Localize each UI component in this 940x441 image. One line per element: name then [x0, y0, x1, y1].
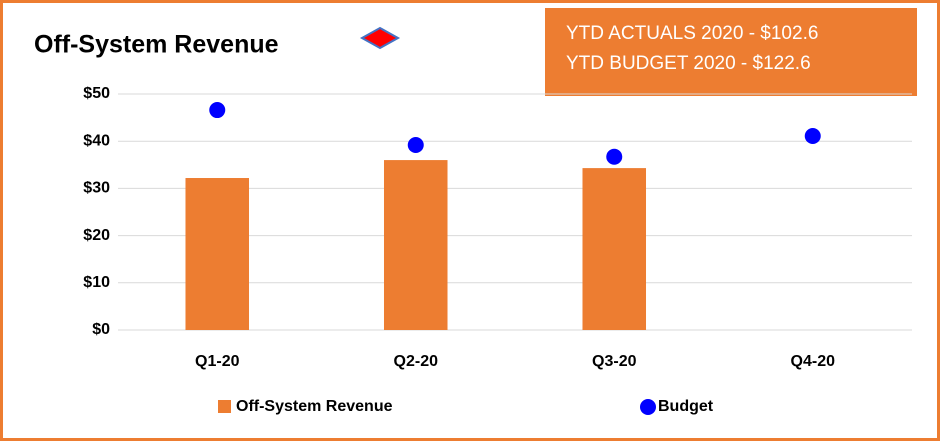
annotation-box: [545, 8, 917, 96]
x-tick-label: Q1-20: [195, 353, 240, 370]
y-tick-label: $0: [92, 321, 110, 338]
point: [209, 102, 226, 119]
annotation: YTD ACTUALS 2020 - $102.6: [566, 23, 818, 44]
point: [804, 128, 821, 145]
y-tick-label: $10: [83, 274, 110, 291]
y-tick-label: $50: [83, 85, 110, 102]
legend-swatch: [218, 400, 231, 413]
legend-label: Off-System Revenue: [236, 398, 393, 415]
bar: [383, 160, 448, 330]
y-tick-label: $20: [83, 227, 110, 244]
legend-label: Budget: [658, 398, 714, 415]
y-tick-label: $30: [83, 180, 110, 197]
diamond-icon: [359, 26, 401, 50]
bar: [185, 178, 250, 330]
y-tick-label: $40: [83, 132, 110, 149]
legend-swatch: [640, 399, 656, 415]
point: [407, 136, 424, 153]
annotation: YTD BUDGET 2020 - $122.6: [566, 53, 811, 74]
point: [606, 148, 623, 165]
x-tick-label: Q3-20: [592, 353, 637, 370]
chart-title: Off-System Revenue: [34, 31, 279, 59]
bar: [582, 168, 647, 330]
x-tick-label: Q2-20: [394, 353, 439, 370]
x-tick-label: Q4-20: [791, 353, 836, 370]
